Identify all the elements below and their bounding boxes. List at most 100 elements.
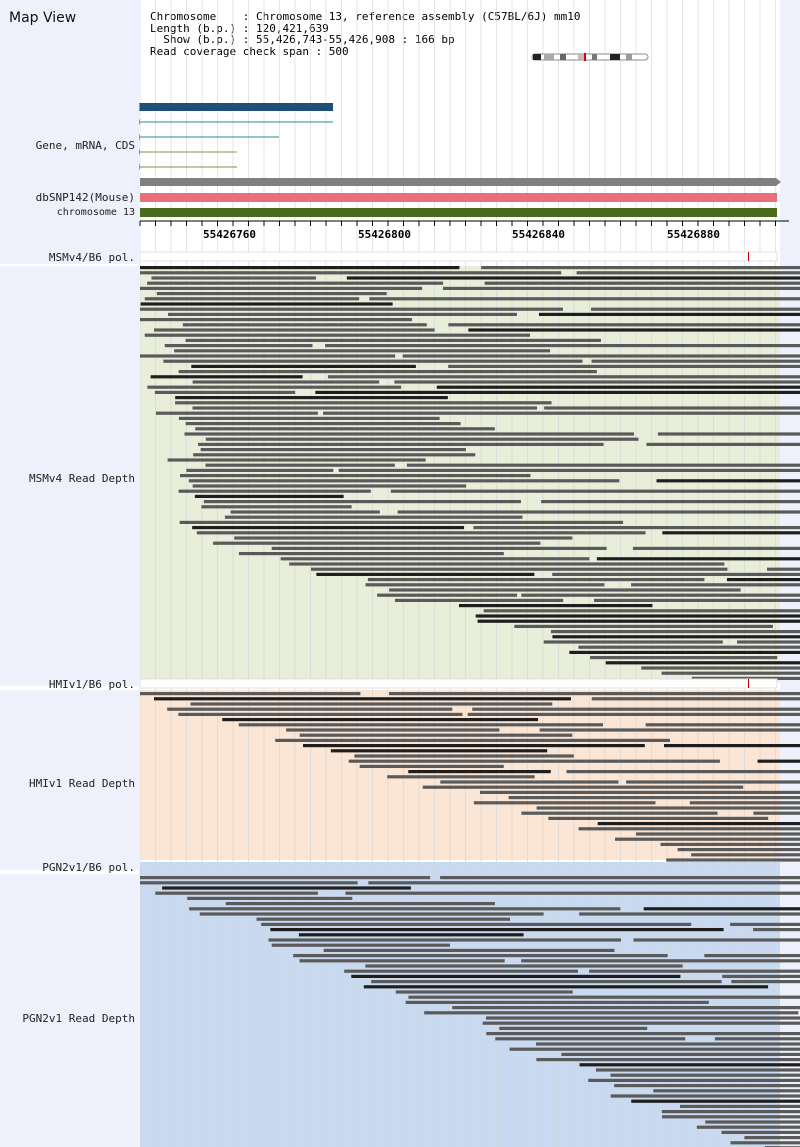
read-bar: [484, 281, 800, 285]
read-bar: [377, 593, 518, 597]
hmi-depth-label[interactable]: HMIv1 Read Depth: [29, 777, 135, 790]
read-bar: [578, 645, 800, 649]
read-bar: [691, 853, 800, 857]
read-bar: [369, 297, 800, 301]
msm-depth-label[interactable]: MSMv4 Read Depth: [29, 472, 135, 485]
read-bar: [178, 712, 463, 716]
read-bar: [610, 1094, 800, 1098]
read-bar: [486, 1032, 800, 1036]
read-bar: [641, 666, 800, 670]
read-bar: [271, 546, 607, 550]
read-bar: [475, 614, 800, 618]
read-bar: [205, 463, 395, 467]
read-bar: [541, 500, 800, 504]
read-bar: [696, 1125, 800, 1129]
gene-track[interactable]: [139, 103, 333, 170]
ideogram-band: [560, 54, 566, 60]
pgn-depth-label[interactable]: PGN2v1 Read Depth: [22, 1012, 135, 1025]
read-bar: [345, 891, 800, 895]
read-bar: [154, 390, 296, 394]
read-bar: [479, 790, 800, 794]
read-bar: [293, 954, 668, 958]
read-bar: [365, 964, 683, 968]
chromosome-ideogram[interactable]: [530, 53, 650, 61]
read-bar: [151, 276, 316, 280]
read-bar: [280, 557, 590, 561]
dbsnp-arrow: [776, 178, 781, 186]
read-bar: [448, 364, 800, 368]
read-bar: [140, 318, 412, 322]
read-bar: [442, 286, 800, 290]
read-bar: [140, 266, 460, 270]
pgn-pol-label[interactable]: PGN2v1/B6 pol.: [42, 861, 135, 874]
read-bar: [178, 416, 440, 420]
read-bar: [271, 943, 450, 947]
read-bar: [298, 933, 524, 937]
pgn-tint: [0, 874, 139, 1147]
tick-label: 55426880: [667, 228, 720, 241]
read-bar: [310, 567, 728, 571]
read-bar: [753, 928, 800, 932]
read-bar: [187, 896, 353, 900]
read-bar: [405, 1000, 709, 1004]
read-bar: [180, 474, 531, 478]
dbsnp-track[interactable]: [140, 178, 781, 217]
read-bar: [662, 531, 800, 535]
read-bar: [140, 271, 562, 275]
hmi-pol-label[interactable]: HMIv1/B6 pol.: [48, 678, 135, 691]
read-bar: [483, 609, 800, 613]
hmi-tint: [0, 690, 139, 870]
length-line: Length (b.p.) : 120,421,639: [150, 21, 329, 35]
read-bar: [315, 390, 800, 394]
read-bar: [521, 811, 718, 815]
read-bar: [753, 811, 800, 815]
read-bar: [632, 546, 800, 550]
read-bar: [224, 515, 523, 519]
read-bar: [481, 266, 800, 270]
msm-pol-label[interactable]: MSMv4/B6 pol.: [48, 251, 135, 264]
read-bar: [514, 624, 773, 628]
ideogram-band: [626, 54, 632, 60]
read-bar: [140, 692, 361, 696]
read-bar: [367, 578, 705, 582]
read-bar: [591, 697, 800, 701]
chromosome-line: Chromosome : Chromosome 13, reference as…: [150, 10, 581, 23]
read-bar: [234, 536, 573, 540]
read-bar: [656, 479, 800, 483]
polymorphism-tracks[interactable]: [139, 251, 778, 689]
read-bar: [147, 281, 444, 285]
read-bar: [633, 938, 800, 942]
dbsnp-track-label[interactable]: dbSNP142(Mouse): [35, 191, 135, 204]
position-axis: [139, 220, 789, 226]
read-bar: [238, 723, 603, 727]
genome-plot[interactable]: [139, 0, 800, 1147]
read-bar: [397, 510, 800, 514]
read-bar: [182, 323, 427, 327]
read-bar: [174, 349, 551, 353]
read-bar: [509, 1047, 800, 1051]
read-bar: [631, 1099, 800, 1103]
gene-track-label[interactable]: Gene, mRNA, CDS: [35, 139, 135, 152]
read-bar: [192, 406, 538, 410]
read-bar: [387, 775, 535, 779]
show-range-line: Show (b.p.) : 55,426,743-55,426,908 : 16…: [150, 33, 455, 47]
read-bar: [663, 744, 800, 748]
read-bar: [200, 448, 466, 452]
msm-tint: [0, 266, 139, 686]
read-bar: [365, 583, 605, 587]
read-bar: [615, 837, 800, 841]
read-bar: [155, 411, 318, 415]
read-bar: [576, 271, 800, 275]
read-bar: [660, 842, 800, 846]
chromosome-info: Chromosome : Chromosome 13, reference as…: [150, 11, 580, 57]
read-bar: [422, 785, 744, 789]
read-bar: [354, 754, 574, 758]
read-bar: [140, 307, 563, 311]
read-bar: [201, 505, 352, 509]
hmi-pol-track: [139, 678, 778, 689]
read-bar: [222, 718, 539, 722]
read-bar: [338, 468, 800, 472]
read-bar: [394, 380, 800, 384]
read-bar: [164, 344, 313, 348]
read-depth-tracks[interactable]: [140, 266, 800, 1147]
